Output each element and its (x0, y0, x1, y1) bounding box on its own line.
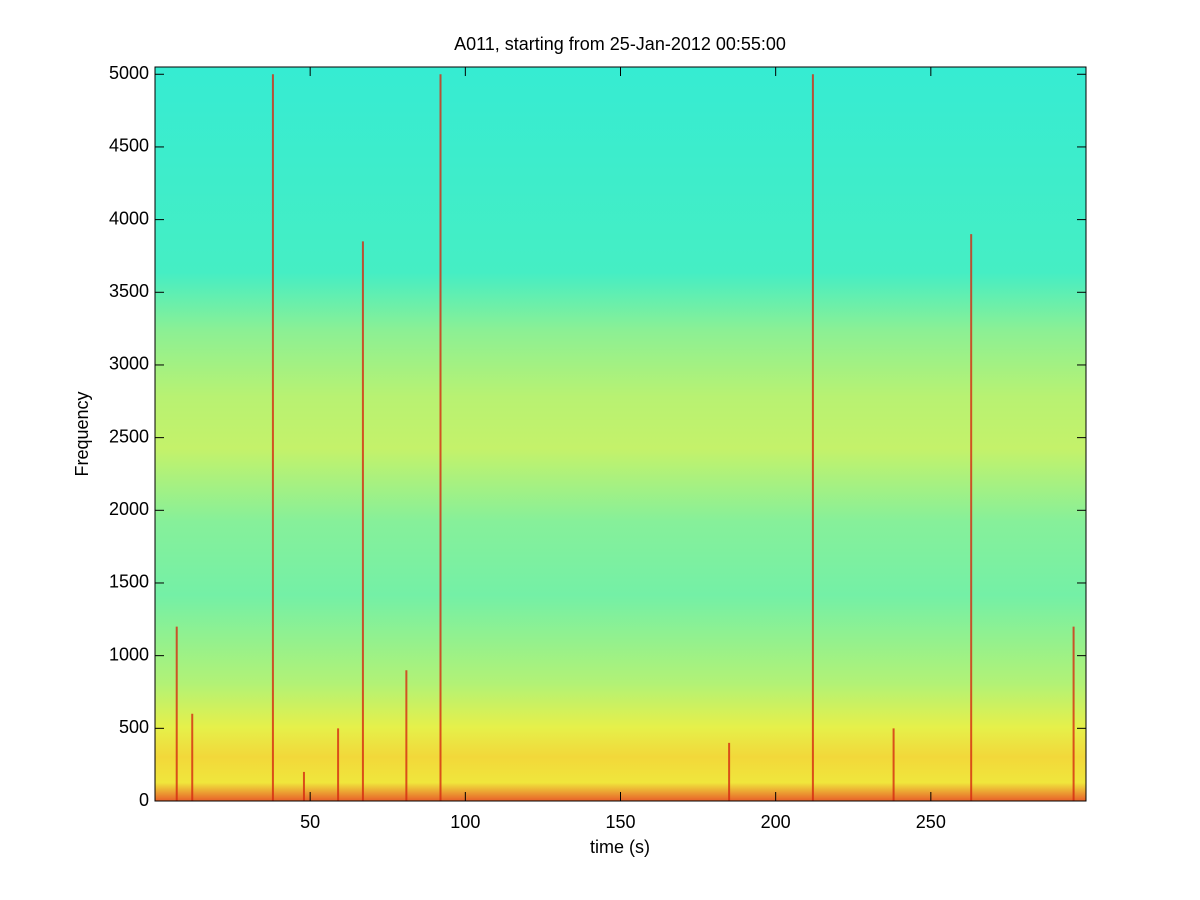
y-tick-label: 500 (119, 717, 149, 737)
chart-title: A011, starting from 25-Jan-2012 00:55:00 (454, 34, 786, 54)
x-tick-label: 100 (450, 812, 480, 832)
y-tick-label: 3000 (109, 354, 149, 374)
x-tick-label: 250 (916, 812, 946, 832)
x-tick-label: 50 (300, 812, 320, 832)
y-tick-label: 0 (139, 790, 149, 810)
y-tick-label: 4500 (109, 136, 149, 156)
y-tick-label: 2000 (109, 499, 149, 519)
spectrogram-image (155, 67, 1086, 801)
y-tick-label: 1500 (109, 572, 149, 592)
y-tick-label: 2500 (109, 426, 149, 446)
y-axis-label: Frequency (72, 391, 92, 476)
y-tick-label: 3500 (109, 281, 149, 301)
x-tick-label: 200 (761, 812, 791, 832)
y-tick-label: 4000 (109, 208, 149, 228)
x-axis-label: time (s) (590, 837, 650, 857)
x-tick-label: 150 (605, 812, 635, 832)
y-tick-label: 5000 (109, 63, 149, 83)
y-tick-label: 1000 (109, 644, 149, 664)
